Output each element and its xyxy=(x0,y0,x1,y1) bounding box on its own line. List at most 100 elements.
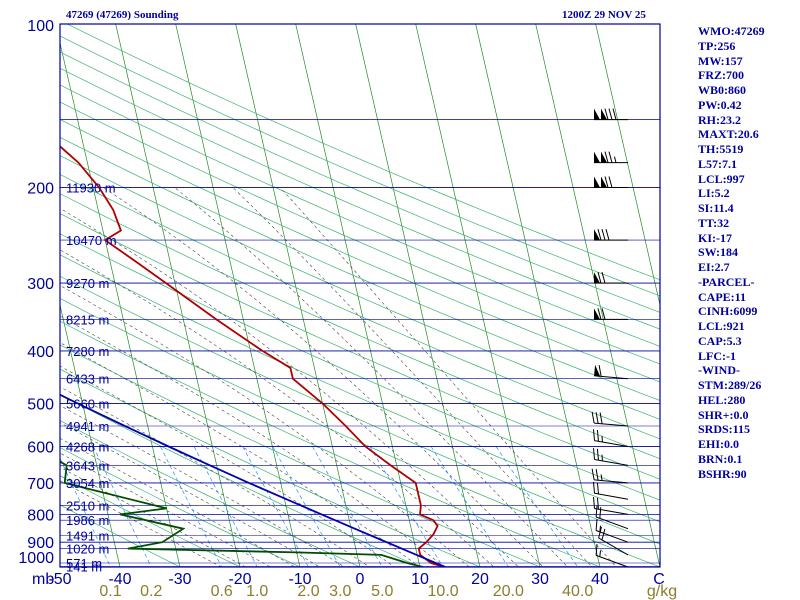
station-title: 47269 (47269) Sounding xyxy=(66,9,179,21)
wind-barb-flag xyxy=(594,176,600,188)
dry-adiabat-line xyxy=(60,504,181,567)
index-item: SI:11.4 xyxy=(698,201,734,215)
wind-barb-full xyxy=(608,176,613,188)
wind-barb-full xyxy=(608,151,613,163)
wind-barb-staff xyxy=(594,479,629,484)
index-item: WMO:47269 xyxy=(698,24,765,38)
pressure-tick-label: 600 xyxy=(27,440,54,457)
wind-barb xyxy=(591,411,629,427)
pressure-tick-label: 800 xyxy=(27,507,54,524)
index-item: PW:0.42 xyxy=(698,97,742,112)
moist-adiabat-line xyxy=(232,187,593,567)
wind-barb xyxy=(594,308,628,320)
mixing-ratio-label: 1.0 xyxy=(246,583,268,600)
pressure-tick-label: 100 xyxy=(27,18,54,35)
isotherm-line xyxy=(475,24,601,567)
dry-adiabat-line xyxy=(60,368,481,567)
plot-frame xyxy=(59,23,661,568)
height-label: 5660 m xyxy=(66,397,109,412)
dewpoint-profile xyxy=(60,460,424,567)
wind-barb-full xyxy=(597,271,602,284)
dry-adiabat-line xyxy=(60,136,660,401)
index-item: MW:157 xyxy=(698,53,743,68)
dry-adiabat-line xyxy=(60,101,660,365)
wind-barb-full xyxy=(593,448,595,460)
wind-barb-full xyxy=(597,308,602,320)
height-label: 2510 m xyxy=(66,498,109,513)
index-item: BRN:0.1 xyxy=(698,451,743,466)
dry-adiabat-line xyxy=(60,233,660,501)
mixing-ratio-line xyxy=(312,446,383,567)
mixing-ratio-line xyxy=(495,446,579,567)
index-item: HEL:280 xyxy=(698,392,746,407)
wind-barb-flag xyxy=(594,272,600,284)
wind-barb-half xyxy=(600,474,603,481)
temperature-tick-label: -10 xyxy=(288,571,311,588)
isotherm-line xyxy=(60,565,61,567)
isotherm-line xyxy=(60,303,121,567)
dry-adiabat-line xyxy=(60,475,241,567)
index-item: CAP:5.3 xyxy=(698,333,742,348)
wind-barb-full xyxy=(593,497,595,509)
dry-adiabat-line xyxy=(60,447,301,567)
moist-adiabat-line xyxy=(60,386,371,567)
dry-adiabat-line xyxy=(60,173,660,440)
wind-barb-full xyxy=(608,108,613,120)
temperature-tick-label: -20 xyxy=(228,571,251,588)
height-label: 6433 m xyxy=(66,372,109,387)
wind-barb-half xyxy=(614,156,617,163)
wind-barb-staff xyxy=(598,537,629,556)
index-item: SRDS:115 xyxy=(698,422,751,437)
index-item: LCL:997 xyxy=(698,171,745,186)
mixing-ratio-line xyxy=(160,446,223,567)
wind-barb-full xyxy=(595,519,598,531)
wind-barb-staff xyxy=(594,440,629,447)
wind-barb xyxy=(593,481,629,500)
dry-adiabat-line xyxy=(60,67,660,330)
wind-barb-staff xyxy=(595,530,629,543)
index-item: WB0:860 xyxy=(698,83,746,97)
mixing-ratio-line xyxy=(60,457,111,567)
temperature-tick-label: -30 xyxy=(168,571,191,588)
wind-barb xyxy=(594,176,628,188)
wind-barb-full xyxy=(596,448,599,461)
wind-barb-full xyxy=(595,469,599,481)
index-item: L57:7.1 xyxy=(698,156,737,171)
mixing-ratio-unit: g/kg xyxy=(647,583,677,600)
dry-adiabat-line xyxy=(60,275,660,545)
index-item: LI:5.2 xyxy=(698,186,730,201)
height-label: 4268 m xyxy=(66,440,109,455)
pressure-tick-label: 300 xyxy=(27,276,54,293)
height-label: 4941 m xyxy=(66,419,109,434)
wind-barb-full xyxy=(601,271,606,284)
wind-barb-full xyxy=(593,429,595,441)
mixing-ratio-label: 2.0 xyxy=(297,583,319,600)
x-axis-prefix: mb xyxy=(32,571,54,588)
parcel-profile xyxy=(60,393,446,567)
mixing-ratio-line xyxy=(430,446,509,567)
wind-barb xyxy=(591,468,629,484)
wind-barb-staff xyxy=(595,554,629,568)
isotherm-line xyxy=(175,24,301,567)
background-grid xyxy=(0,12,660,579)
mixing-ratio-label: 5.0 xyxy=(371,583,393,600)
dry-adiabat-line xyxy=(60,119,660,383)
wind-barb-full xyxy=(601,228,606,241)
height-label: 8215 m xyxy=(66,312,109,327)
wind-barb-full xyxy=(604,176,609,188)
wind-barb-full xyxy=(599,507,602,519)
isotherm-line xyxy=(0,12,3,579)
wind-barb-half xyxy=(599,550,601,557)
wind-barb-full xyxy=(595,543,598,556)
temperature-tick-label: -50 xyxy=(48,571,71,588)
moist-adiabat-line xyxy=(60,480,222,567)
index-item: STM:289/26 xyxy=(698,378,762,392)
mixing-ratio-label: 0.2 xyxy=(140,583,162,600)
index-item: -WIND- xyxy=(698,363,740,378)
height-label: 1020 m xyxy=(66,542,109,557)
height-label: 3643 m xyxy=(66,458,109,473)
dry-adiabat-line xyxy=(60,193,660,460)
wind-barb-full xyxy=(601,528,606,541)
wind-barb-flag xyxy=(601,108,607,120)
